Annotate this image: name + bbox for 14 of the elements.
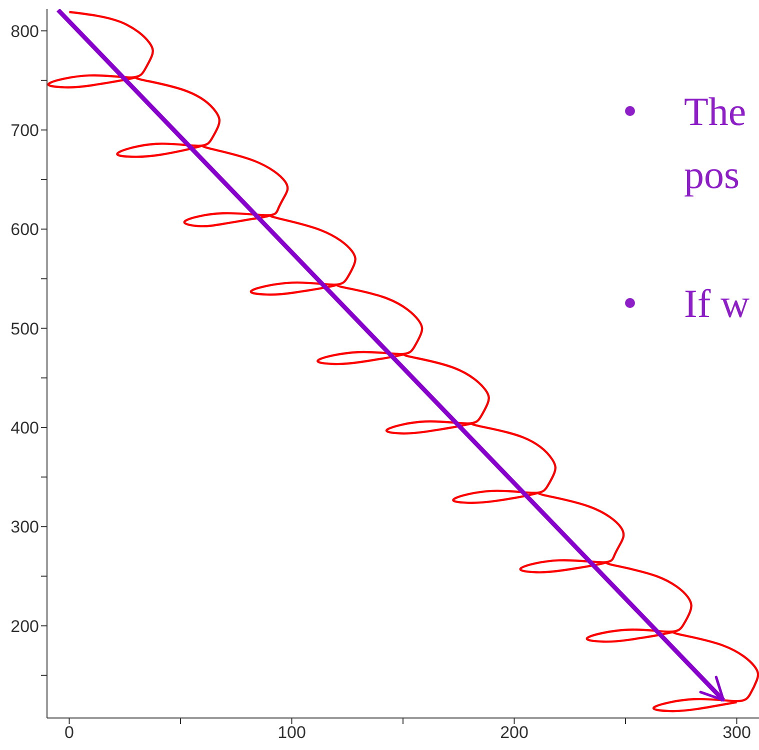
x-tick-label: 0: [64, 723, 74, 742]
y-tick-label: 600: [10, 220, 39, 240]
x-tick-label: 100: [278, 723, 306, 742]
x-tick-label: 300: [722, 723, 751, 742]
y-tick-label: 500: [10, 319, 39, 338]
y-tick-label: 300: [10, 518, 39, 537]
x-tick-label: 200: [500, 723, 528, 742]
y-tick-label: 200: [10, 616, 39, 636]
y-tick-label: 800: [10, 22, 39, 41]
y-tick-label: 400: [10, 418, 39, 438]
annotation: If w: [684, 280, 750, 328]
y-tick-label: 700: [10, 121, 39, 140]
annotation: pos: [684, 151, 740, 199]
annotation: The: [684, 88, 746, 136]
